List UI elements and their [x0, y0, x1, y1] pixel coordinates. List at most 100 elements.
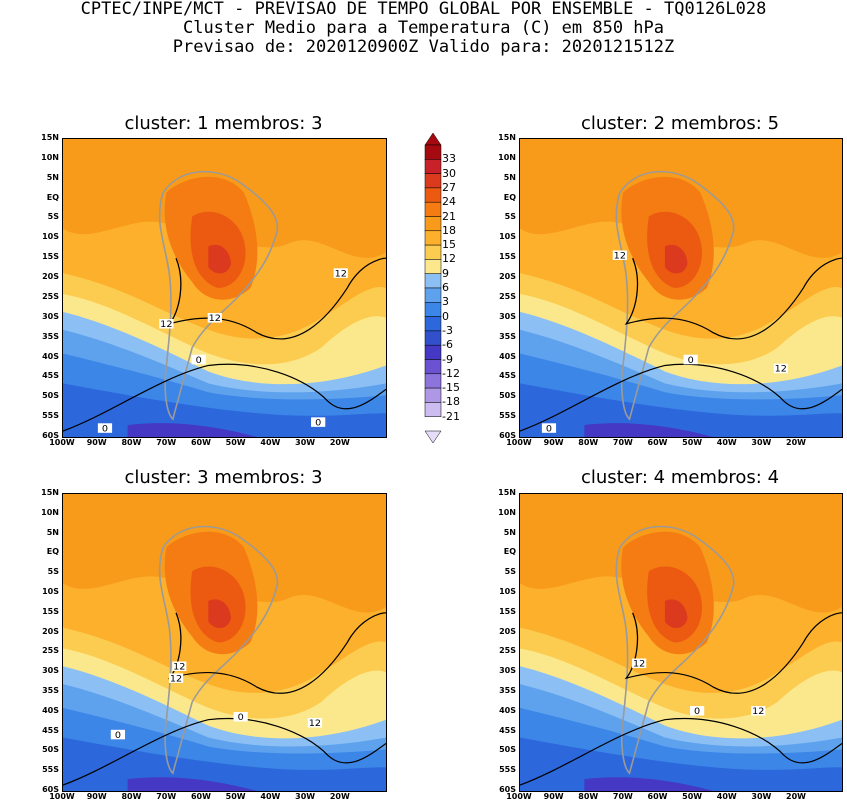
- lon-tick-label: 30W: [751, 438, 772, 447]
- svg-text:12: 12: [173, 662, 185, 673]
- lon-tick-label: 50W: [682, 438, 703, 447]
- lat-tick-label: 40S: [499, 705, 516, 715]
- field-polar: [127, 423, 257, 437]
- svg-text:0: 0: [315, 418, 321, 429]
- colorbar-swatch: [424, 133, 442, 146]
- field-peak: [664, 599, 688, 629]
- colorbar-label: 24: [442, 195, 456, 209]
- colorbar-label: 27: [442, 180, 456, 194]
- lat-tick-label: 50S: [499, 391, 516, 401]
- lat-tick-label: 45S: [42, 371, 59, 381]
- lat-tick-label: 55S: [42, 765, 59, 775]
- svg-text:12: 12: [209, 313, 221, 324]
- svg-text:0: 0: [238, 712, 244, 723]
- colorbar-swatch: [424, 387, 442, 403]
- colorbar-label: -15: [442, 381, 460, 395]
- lat-tick-label: 40S: [42, 351, 59, 361]
- lon-tick-label: 100W: [49, 792, 75, 801]
- panel-title-3: cluster: 3 membros: 3: [124, 467, 323, 488]
- colorbar-swatch: [424, 173, 442, 189]
- svg-text:12: 12: [752, 706, 764, 717]
- colorbar-label: 12: [442, 252, 456, 266]
- lon-tick-label: 60W: [647, 792, 668, 801]
- colorbar-swatch: [424, 373, 442, 389]
- lon-tick-label: 40W: [260, 438, 281, 447]
- colorbar-swatch: [424, 244, 442, 260]
- field-peak: [208, 599, 231, 629]
- map-panel-4: 12 0 12: [519, 493, 843, 792]
- lat-tick-label: 50S: [42, 745, 59, 755]
- svg-text:12: 12: [614, 251, 626, 262]
- figure-header: CPTEC/INPE/MCT - PREVISAO DE TEMPO GLOBA…: [0, 0, 847, 57]
- lat-tick-label: 35S: [42, 686, 59, 695]
- lat-tick-label: 60S: [42, 785, 59, 794]
- colorbar-label: 0: [442, 309, 449, 323]
- isotherm-0: [63, 718, 386, 786]
- lon-tick-label: 80W: [578, 792, 599, 801]
- lon-tick-label: 30W: [295, 438, 316, 447]
- colorbar-label: 3: [442, 295, 449, 309]
- header-line-1: CPTEC/INPE/MCT - PREVISAO DE TEMPO GLOBA…: [80, 0, 767, 19]
- colorbar-label: 6: [442, 281, 449, 294]
- isotherm-0: [520, 718, 842, 786]
- lat-tick-label: EQ: [46, 547, 59, 557]
- colorbar-label: 15: [442, 238, 456, 252]
- lon-tick-label: 30W: [295, 792, 316, 801]
- lat-tick-label: 45S: [499, 725, 516, 735]
- lat-tick-label: 10S: [499, 232, 516, 242]
- lat-tick-label: 45S: [42, 725, 59, 735]
- lat-tick-label: EQ: [46, 192, 59, 202]
- colorbar-label: -6: [442, 338, 453, 352]
- lon-tick-label: 40W: [260, 792, 281, 801]
- lat-tick-label: 5N: [46, 527, 59, 537]
- colorbar-swatch: [424, 316, 442, 332]
- map-panel-2: 12 0 12 0: [519, 138, 843, 438]
- lon-tick-label: 70W: [156, 438, 177, 447]
- lon-tick-label: 20W: [786, 792, 806, 801]
- lat-tick-label: 15S: [42, 252, 59, 262]
- field-cold-deep: [63, 383, 386, 437]
- colorbar-swatch: [424, 201, 442, 217]
- contour-label: 12: [632, 658, 647, 669]
- lat-tick-label: 10S: [42, 232, 59, 242]
- lat-tick-label: EQ: [503, 192, 516, 202]
- lon-tick-label: 80W: [121, 792, 142, 801]
- colorbar-label: 9: [442, 266, 449, 280]
- colorbar: [424, 133, 442, 443]
- field-cold-deep: [63, 737, 386, 791]
- colorbar-swatch: [424, 430, 442, 443]
- contour-label: 0: [233, 711, 248, 723]
- lat-tick-label: 5S: [504, 212, 516, 222]
- lon-tick-label: 50W: [682, 792, 703, 801]
- contour-label: 12: [333, 268, 348, 280]
- contour-label: 12: [751, 706, 766, 717]
- lat-tick-label: 30S: [42, 311, 59, 321]
- lat-tick-label: 15S: [42, 606, 59, 616]
- colorbar-label: 33: [442, 152, 456, 166]
- svg-text:0: 0: [688, 355, 694, 366]
- lat-tick-label: 25S: [42, 291, 59, 301]
- contour-label: 0: [311, 417, 326, 429]
- svg-text:12: 12: [335, 269, 347, 280]
- contour-label: 0: [97, 423, 113, 434]
- lat-tick-label: 10N: [41, 507, 59, 517]
- lat-tick-label: 30S: [499, 666, 516, 676]
- lat-tick-label: 5S: [504, 567, 516, 577]
- lon-tick-label: 50W: [225, 438, 246, 447]
- lat-tick-label: 60S: [499, 431, 516, 440]
- lat-tick-label: 25S: [499, 291, 516, 301]
- contour-label: 0: [110, 729, 126, 741]
- lon-tick-label: 20W: [329, 792, 350, 801]
- lat-tick-label: 15S: [499, 252, 516, 262]
- lon-tick-label: 100W: [506, 438, 532, 447]
- colorbar-label: -12: [442, 366, 460, 380]
- lon-tick-label: 20W: [329, 438, 350, 447]
- lat-tick-label: 15N: [41, 133, 59, 142]
- lon-tick-label: 100W: [49, 438, 75, 447]
- contour-label: 12: [612, 250, 627, 262]
- contour-label: 0: [541, 423, 557, 434]
- lat-tick-label: 20S: [499, 272, 516, 282]
- colorbar-label: 21: [442, 209, 456, 223]
- isotherm-12: [167, 257, 386, 340]
- contour-label: 0: [690, 706, 705, 717]
